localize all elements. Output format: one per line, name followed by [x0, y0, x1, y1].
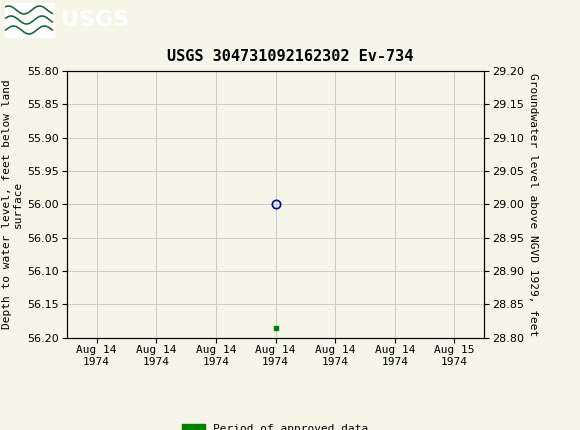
Text: USGS 304731092162302 Ev-734: USGS 304731092162302 Ev-734	[167, 49, 413, 64]
Y-axis label: Depth to water level, feet below land
surface: Depth to water level, feet below land su…	[2, 80, 23, 329]
Text: USGS: USGS	[61, 10, 129, 30]
Legend: Period of approved data: Period of approved data	[178, 420, 373, 430]
Y-axis label: Groundwater level above NGVD 1929, feet: Groundwater level above NGVD 1929, feet	[528, 73, 538, 336]
FancyBboxPatch shape	[5, 3, 54, 37]
